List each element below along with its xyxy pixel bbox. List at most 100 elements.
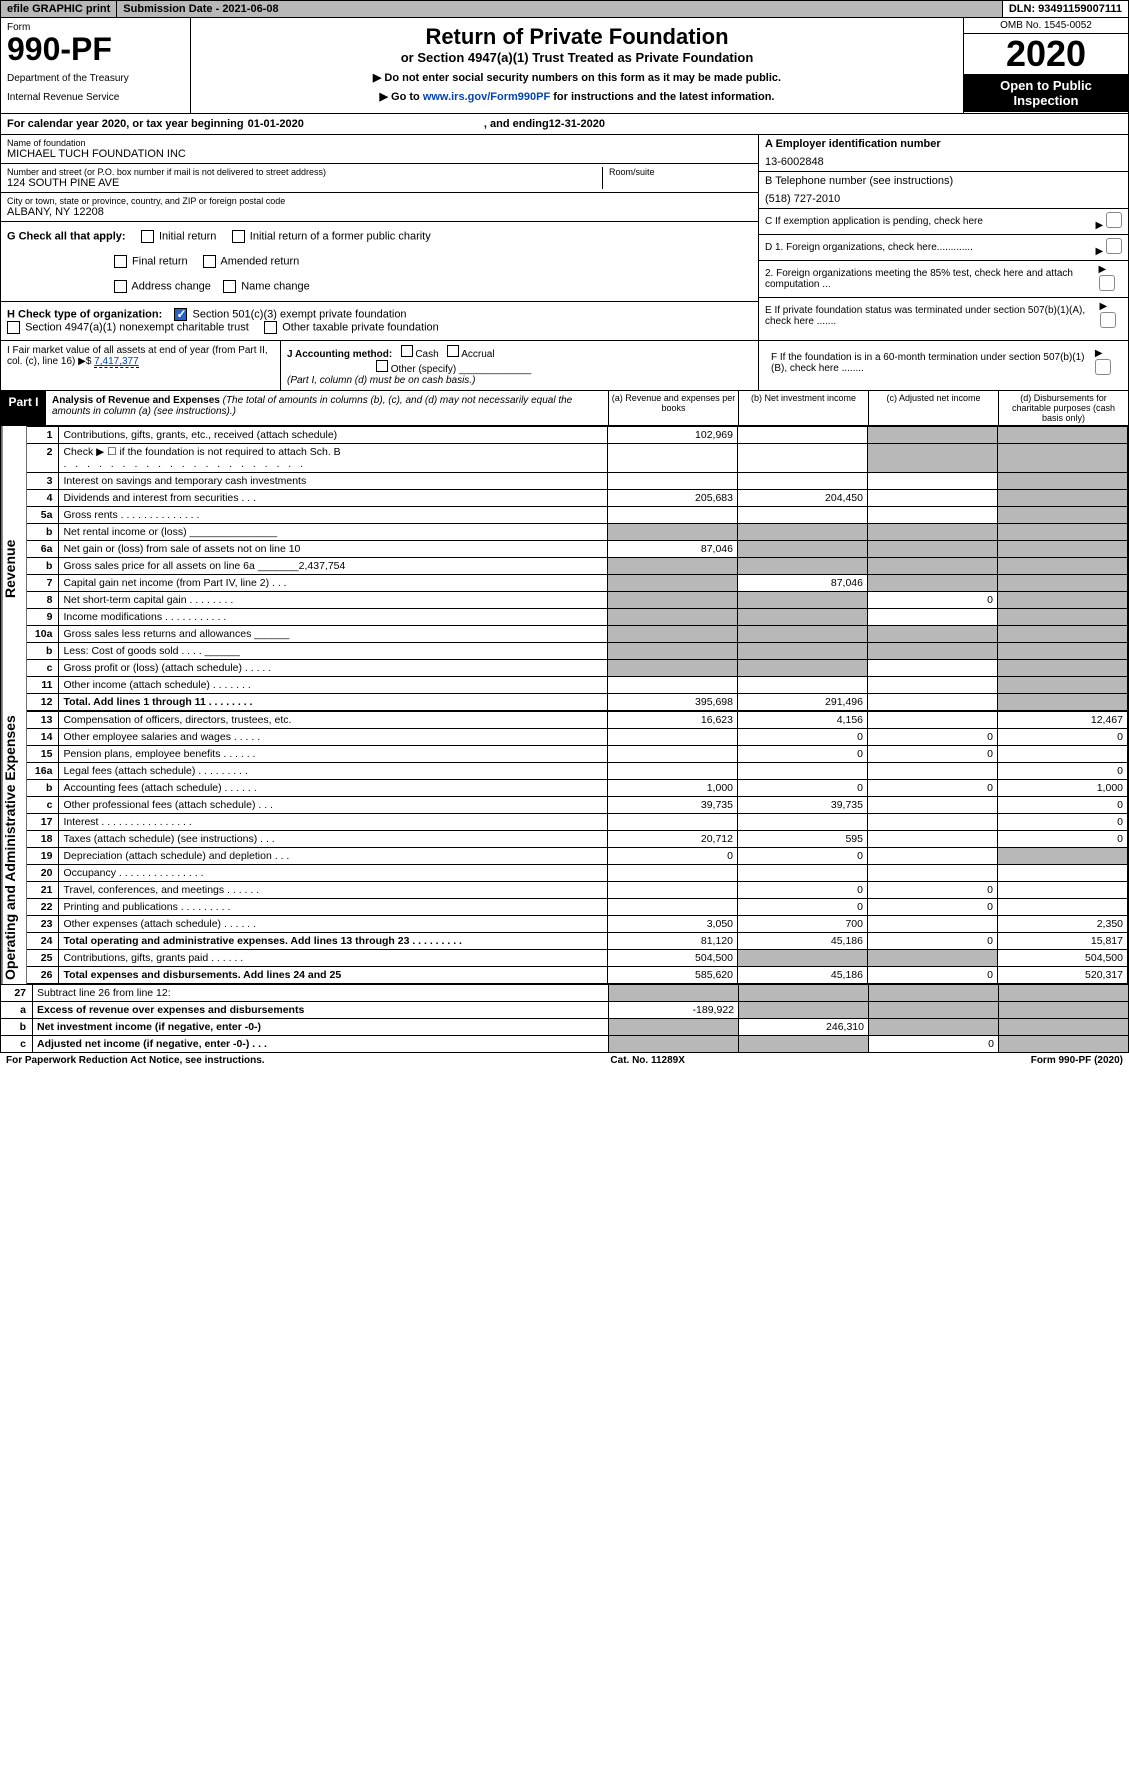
checkbox-c[interactable] bbox=[1106, 212, 1122, 228]
cell-shaded bbox=[998, 592, 1128, 609]
cell-shaded bbox=[998, 473, 1128, 490]
cell-shaded bbox=[999, 985, 1129, 1002]
cell-shaded bbox=[869, 1002, 999, 1019]
topbar: efile GRAPHIC print Submission Date - 20… bbox=[0, 0, 1129, 18]
cell-shaded bbox=[738, 592, 868, 609]
line-description: Less: Cost of goods sold . . . . ______ bbox=[59, 643, 608, 660]
line-description: Gross sales price for all assets on line… bbox=[59, 558, 608, 575]
cell-shaded bbox=[738, 541, 868, 558]
footer-left: For Paperwork Reduction Act Notice, see … bbox=[6, 1055, 265, 1066]
cell-shaded bbox=[868, 427, 998, 444]
cell-amount bbox=[868, 814, 998, 831]
cell-shaded bbox=[998, 643, 1128, 660]
line-description: Taxes (attach schedule) (see instruction… bbox=[59, 831, 608, 848]
checkbox-cash[interactable] bbox=[401, 345, 413, 357]
cell-amount bbox=[868, 660, 998, 677]
cell-shaded bbox=[608, 524, 738, 541]
checkbox-501c3[interactable] bbox=[174, 308, 187, 321]
note-link: ▶ Go to www.irs.gov/Form990PF for instru… bbox=[201, 90, 953, 103]
line-description: Total. Add lines 1 through 11 . . . . . … bbox=[59, 694, 608, 711]
cell-amount: 0 bbox=[868, 967, 998, 984]
cell-amount: 0 bbox=[868, 933, 998, 950]
checkbox-final-return[interactable] bbox=[114, 255, 127, 268]
revenue-table: 1Contributions, gifts, grants, etc., rec… bbox=[26, 426, 1128, 711]
cell-amount: 1,000 bbox=[998, 780, 1128, 797]
cell-amount: 45,186 bbox=[738, 933, 868, 950]
line-number: 6a bbox=[27, 541, 59, 558]
cell-amount bbox=[868, 763, 998, 780]
cell-shaded bbox=[608, 660, 738, 677]
cell-shaded bbox=[998, 558, 1128, 575]
cell-shaded bbox=[998, 541, 1128, 558]
accounting-method: J Accounting method: Cash Accrual Other … bbox=[281, 341, 758, 390]
line-number: 26 bbox=[27, 967, 59, 984]
cell-amount: 0 bbox=[868, 882, 998, 899]
cell-amount bbox=[998, 746, 1128, 763]
cell-shaded bbox=[998, 694, 1128, 711]
checkbox-d1[interactable] bbox=[1106, 238, 1122, 254]
cell-shaded bbox=[738, 643, 868, 660]
city-state-zip: ALBANY, NY 12208 bbox=[7, 206, 752, 218]
form-title: Return of Private Foundation bbox=[201, 24, 953, 50]
year-begin: 01-01-2020 bbox=[248, 118, 304, 130]
checkbox-initial-return[interactable] bbox=[141, 230, 154, 243]
cell-shaded bbox=[868, 950, 998, 967]
footer-right: Form 990-PF (2020) bbox=[1031, 1055, 1123, 1066]
cell-amount: 0 bbox=[738, 780, 868, 797]
checkbox-accrual[interactable] bbox=[447, 345, 459, 357]
cell-amount: 20,712 bbox=[608, 831, 738, 848]
line-number: 21 bbox=[27, 882, 59, 899]
checkbox-other[interactable] bbox=[376, 360, 388, 372]
cell-amount bbox=[998, 899, 1128, 916]
checkbox-4947[interactable] bbox=[7, 321, 20, 334]
line-number: c bbox=[27, 797, 59, 814]
cell-amount bbox=[738, 427, 868, 444]
form-header: Form 990-PF Department of the Treasury I… bbox=[0, 18, 1129, 114]
line-number: 27 bbox=[1, 985, 33, 1002]
line-number: b bbox=[27, 524, 59, 541]
cell-amount: 16,623 bbox=[608, 712, 738, 729]
cell-amount: 81,120 bbox=[608, 933, 738, 950]
cell-amount bbox=[738, 507, 868, 524]
line-number: 4 bbox=[27, 490, 59, 507]
cell-shaded bbox=[998, 575, 1128, 592]
line-description: Depreciation (attach schedule) and deple… bbox=[59, 848, 608, 865]
checkbox-amended[interactable] bbox=[203, 255, 216, 268]
cell-amount: 585,620 bbox=[608, 967, 738, 984]
cell-amount bbox=[868, 473, 998, 490]
cell-amount: 102,969 bbox=[608, 427, 738, 444]
fmv-value: 7,417,377 bbox=[94, 356, 139, 368]
cell-shaded bbox=[739, 1036, 869, 1053]
cell-amount bbox=[738, 814, 868, 831]
checkbox-address-change[interactable] bbox=[114, 280, 127, 293]
line-description: Net gain or (loss) from sale of assets n… bbox=[59, 541, 608, 558]
line-number: 10a bbox=[27, 626, 59, 643]
line-number: 22 bbox=[27, 899, 59, 916]
addr-label: Number and street (or P.O. box number if… bbox=[7, 167, 602, 177]
checkbox-other-taxable[interactable] bbox=[264, 321, 277, 334]
line-number: 15 bbox=[27, 746, 59, 763]
dept-treasury: Department of the Treasury bbox=[7, 73, 184, 84]
cell-amount: 2,350 bbox=[998, 916, 1128, 933]
checkbox-f[interactable] bbox=[1095, 359, 1111, 375]
room-label: Room/suite bbox=[609, 167, 752, 177]
cell-shaded bbox=[868, 524, 998, 541]
line-number: 24 bbox=[27, 933, 59, 950]
checkbox-initial-former[interactable] bbox=[232, 230, 245, 243]
cell-amount: 246,310 bbox=[739, 1019, 869, 1036]
checkbox-e[interactable] bbox=[1100, 312, 1116, 328]
d1-label: D 1. Foreign organizations, check here..… bbox=[765, 242, 973, 253]
cell-amount: 520,317 bbox=[998, 967, 1128, 984]
cell-amount: 3,050 bbox=[608, 916, 738, 933]
form-subtitle: or Section 4947(a)(1) Trust Treated as P… bbox=[201, 50, 953, 65]
checkbox-d2[interactable] bbox=[1099, 275, 1115, 291]
cell-amount: 1,000 bbox=[608, 780, 738, 797]
form-number: 990-PF bbox=[7, 33, 184, 65]
cell-amount bbox=[868, 609, 998, 626]
cell-amount bbox=[868, 797, 998, 814]
checkbox-name-change[interactable] bbox=[223, 280, 236, 293]
ijf-row: I Fair market value of all assets at end… bbox=[0, 341, 1129, 391]
cell-amount bbox=[738, 473, 868, 490]
irs-link[interactable]: www.irs.gov/Form990PF bbox=[423, 91, 550, 103]
cell-amount: 595 bbox=[738, 831, 868, 848]
